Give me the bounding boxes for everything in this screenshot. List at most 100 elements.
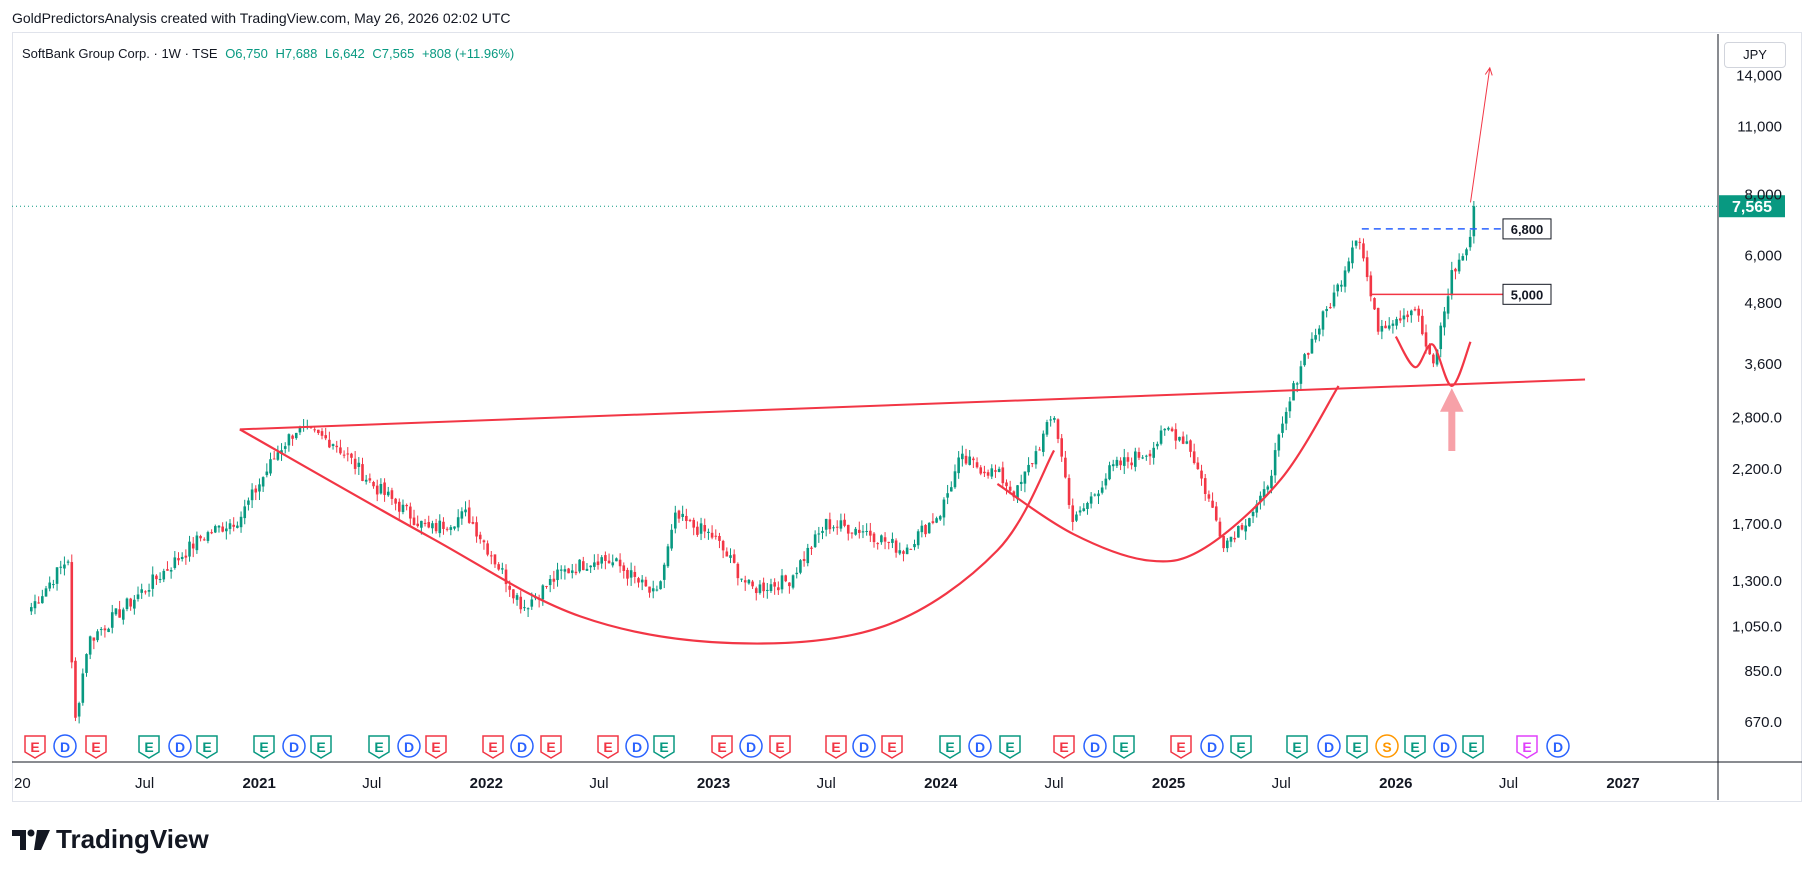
candle (581, 556, 585, 571)
candle (1273, 442, 1277, 483)
earnings-marker-icon (881, 735, 903, 759)
event-marker[interactable]: E (368, 735, 390, 759)
candle-body (953, 471, 957, 488)
dividend-marker-icon (852, 734, 876, 758)
event-marker[interactable]: E (540, 735, 562, 759)
candle-body (1244, 525, 1247, 532)
candle-body (331, 444, 335, 447)
event-marker[interactable]: E (253, 735, 275, 759)
currency-button[interactable]: JPY (1724, 42, 1786, 68)
event-marker[interactable]: D (1083, 734, 1107, 758)
event-marker[interactable]: E (711, 735, 733, 759)
candle-body (1354, 240, 1358, 246)
event-marker[interactable]: D (1546, 734, 1570, 758)
candle-body (821, 530, 824, 533)
event-marker[interactable]: E (999, 735, 1021, 759)
event-marker[interactable]: E (138, 735, 160, 759)
event-marker[interactable]: E (310, 735, 332, 759)
candle (806, 543, 810, 567)
y-tick-label: 3,600 (1744, 356, 1782, 373)
candle (1332, 284, 1336, 309)
event-marker[interactable]: E (1230, 735, 1252, 759)
event-marker[interactable]: E (1404, 735, 1426, 759)
candle-body (585, 568, 589, 571)
event-marker[interactable]: D (1317, 734, 1341, 758)
candle-body (1409, 310, 1413, 316)
event-marker[interactable]: E (825, 735, 847, 759)
candle (501, 562, 504, 575)
y-tick-label: 11,000 (1737, 119, 1782, 136)
event-marker[interactable]: E (196, 735, 218, 759)
event-marker[interactable]: D (968, 734, 992, 758)
candle-body (957, 457, 960, 474)
event-marker[interactable]: E (1462, 735, 1484, 759)
event-marker[interactable]: E (1113, 735, 1135, 759)
event-marker[interactable]: D (852, 734, 876, 758)
candle (1413, 306, 1417, 312)
candle-body (339, 447, 342, 454)
event-marker-letter: E (374, 739, 383, 755)
candle-body (872, 533, 876, 543)
candle (471, 516, 475, 525)
candle (357, 457, 361, 475)
event-marker[interactable]: D (1433, 734, 1457, 758)
candle-body (52, 584, 55, 586)
event-marker-letter: E (546, 739, 555, 755)
candle-body (927, 522, 931, 534)
candle-body (740, 578, 743, 580)
event-marker[interactable]: S (1375, 734, 1399, 758)
event-marker[interactable]: E (1346, 735, 1368, 759)
candle (681, 505, 684, 521)
event-marker[interactable]: E (1516, 735, 1538, 759)
event-marker[interactable]: E (1286, 735, 1308, 759)
event-marker[interactable]: D (625, 734, 649, 758)
event-marker[interactable]: E (1053, 735, 1075, 759)
event-marker[interactable]: D (739, 734, 763, 758)
event-marker[interactable]: E (24, 735, 46, 759)
event-marker[interactable]: E (1170, 735, 1192, 759)
event-marker[interactable]: E (482, 735, 504, 759)
earnings-marker-icon (939, 735, 961, 759)
candle-body (497, 564, 500, 570)
candle-body (850, 532, 854, 534)
event-marker[interactable]: D (397, 734, 421, 758)
candle-body (1351, 247, 1354, 264)
dividend-marker-icon (1546, 734, 1570, 758)
event-marker[interactable]: E (769, 735, 791, 759)
event-marker[interactable]: E (597, 735, 619, 759)
candle (872, 531, 876, 548)
candle (55, 567, 59, 591)
tradingview-brand[interactable]: TradingView (12, 824, 209, 855)
event-marker[interactable]: E (653, 735, 675, 759)
candle-body (765, 589, 769, 591)
candle (1222, 533, 1225, 552)
candle-body (817, 533, 821, 535)
candle (633, 565, 637, 584)
event-marker[interactable]: D (168, 734, 192, 758)
event-marker[interactable]: D (53, 734, 77, 758)
candle (88, 635, 92, 660)
candle-body (651, 588, 655, 592)
candle-body (640, 579, 644, 583)
candle (677, 509, 681, 523)
event-marker[interactable]: E (425, 735, 447, 759)
candle-body (1122, 457, 1126, 466)
candle (350, 452, 353, 465)
candle (512, 589, 515, 604)
event-marker[interactable]: D (510, 734, 534, 758)
event-marker-letter: E (91, 739, 100, 755)
event-marker-letter: E (488, 739, 497, 755)
event-marker[interactable]: E (85, 735, 107, 759)
event-marker[interactable]: D (1200, 734, 1224, 758)
candle-body (390, 490, 394, 499)
event-marker-letter: E (1522, 739, 1531, 755)
candle-body (1443, 311, 1446, 328)
candle-body (155, 575, 158, 580)
candle-body (493, 554, 497, 565)
event-marker[interactable]: D (282, 734, 306, 758)
candle-body (1255, 504, 1259, 513)
event-marker[interactable]: E (881, 735, 903, 759)
candle (1156, 441, 1159, 450)
event-marker[interactable]: E (939, 735, 961, 759)
